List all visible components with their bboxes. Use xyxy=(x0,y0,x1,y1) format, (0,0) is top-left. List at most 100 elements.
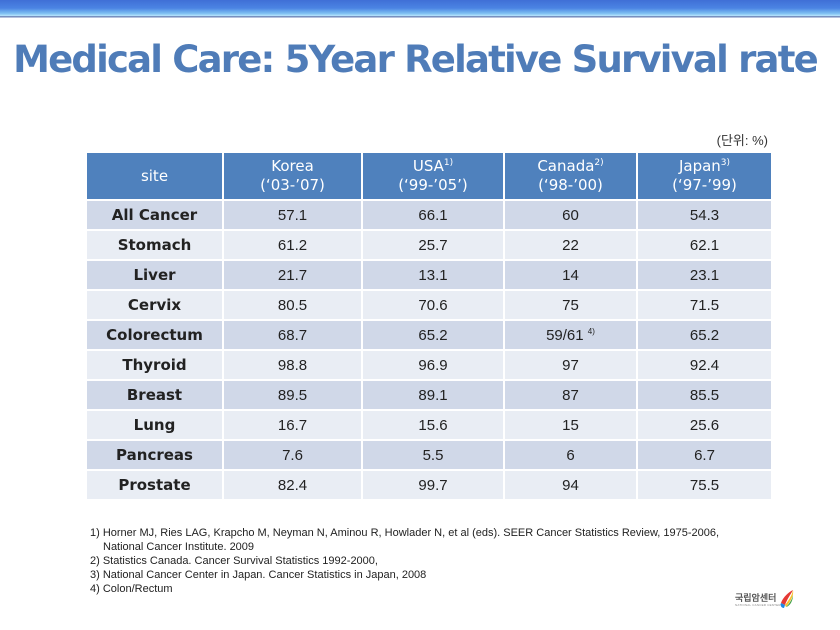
cell-usa: 70.6 xyxy=(361,289,505,321)
cell-canada: 87 xyxy=(503,379,638,411)
table-row: Breast 89.5 89.1 87 85.5 xyxy=(85,379,773,411)
header-canada: Canada2) (‘98-’00) xyxy=(503,151,638,201)
header-label: Canada xyxy=(537,157,595,175)
cell-value: 65.2 xyxy=(689,326,720,344)
cell-value: Colorectum xyxy=(106,326,203,344)
header-label: Japan xyxy=(678,157,721,175)
table-row: All Cancer 57.1 66.1 60 54.3 xyxy=(85,199,773,231)
footnote-1-cont: National Cancer Institute. 2009 xyxy=(103,541,255,553)
cell-value: 21.7 xyxy=(277,266,308,284)
cell-value: 97 xyxy=(562,356,579,374)
cell-japan: 71.5 xyxy=(636,289,773,321)
table-row: Stomach 61.2 25.7 22 62.1 xyxy=(85,229,773,261)
cell-value: 92.4 xyxy=(689,356,720,374)
table-row: Pancreas 7.6 5.5 6 6.7 xyxy=(85,439,773,471)
cell-japan: 75.5 xyxy=(636,469,773,501)
table-row: Cervix 80.5 70.6 75 71.5 xyxy=(85,289,773,321)
cell-japan: 23.1 xyxy=(636,259,773,291)
cell-value: 85.5 xyxy=(689,386,720,404)
logo-korean-text: 국립암센터 xyxy=(735,593,777,603)
cell-value: 15.6 xyxy=(418,416,448,434)
cell-japan: 54.3 xyxy=(636,199,773,231)
header-label: site xyxy=(140,166,169,185)
cell-usa: 65.2 xyxy=(361,319,505,351)
cell-value: 65.2 xyxy=(418,326,448,344)
cell-site: Stomach xyxy=(85,229,224,261)
logo: 국립암센터 NATIONAL CANCER CENTER xyxy=(735,590,797,611)
table-header-row: site Korea (‘03-’07) USA1) (‘99-’05’) Cana… xyxy=(85,151,773,201)
header-japan: Japan3) (‘97-’99) xyxy=(636,151,773,201)
cell-japan: 92.4 xyxy=(636,349,773,381)
cell-canada: 6 xyxy=(503,439,638,471)
header-period: (‘99-’05’) xyxy=(398,176,468,194)
cell-value: 96.9 xyxy=(418,356,448,374)
header-label: Korea xyxy=(271,157,314,175)
cell-value: 71.5 xyxy=(689,296,720,314)
cell-site: Thyroid xyxy=(85,349,224,381)
cell-canada: 14 xyxy=(503,259,638,291)
footnote-ref: 2) xyxy=(594,158,604,168)
cell-value: 75.5 xyxy=(689,476,720,494)
cell-value: 61.2 xyxy=(277,236,308,254)
header-period: (‘97-’99) xyxy=(672,176,737,194)
cell-canada: 22 xyxy=(503,229,638,261)
cell-value: 62.1 xyxy=(689,236,720,254)
cell-usa: 66.1 xyxy=(361,199,505,231)
cell-value: 89.5 xyxy=(277,386,308,404)
cell-usa: 89.1 xyxy=(361,379,505,411)
cell-value: 80.5 xyxy=(277,296,308,314)
header-korea: Korea (‘03-’07) xyxy=(222,151,363,201)
header-label: USA xyxy=(412,157,444,175)
cell-canada: 75 xyxy=(503,289,638,321)
cell-japan: 65.2 xyxy=(636,319,773,351)
cell-korea: 82.4 xyxy=(222,469,363,501)
cell-value: Lung xyxy=(133,416,176,434)
cell-site: Cervix xyxy=(85,289,224,321)
cell-site: All Cancer xyxy=(85,199,224,231)
cell-value: Pancreas xyxy=(116,446,193,464)
table-row: Liver 21.7 13.1 14 23.1 xyxy=(85,259,773,291)
cell-value: Prostate xyxy=(118,476,191,494)
unit-label: (단위: %) xyxy=(716,133,768,148)
cell-value: Liver xyxy=(133,266,176,284)
cell-usa: 15.6 xyxy=(361,409,505,441)
cell-value: 59/61 xyxy=(546,326,584,344)
cell-value: 6.7 xyxy=(694,446,715,464)
footnotes: 1) Horner MJ, Ries LAG, Krapcho M, Neyma… xyxy=(90,526,780,596)
cell-value: 70.6 xyxy=(418,296,448,314)
survival-table: site Korea (‘03-’07) USA1) (‘99-’05’) Cana… xyxy=(85,151,773,501)
cell-value: 60 xyxy=(562,206,579,224)
cell-value: 75 xyxy=(562,296,579,314)
cell-site: Prostate xyxy=(85,469,224,501)
header-period: (‘98-’00) xyxy=(538,176,603,194)
cell-korea: 68.7 xyxy=(222,319,363,351)
cell-korea: 89.5 xyxy=(222,379,363,411)
cell-value: 5.5 xyxy=(422,446,444,464)
footnote-4: 4) Colon/Rectum xyxy=(90,583,173,595)
header-usa: USA1) (‘99-’05’) xyxy=(361,151,505,201)
header-site: site xyxy=(85,151,224,201)
cell-usa: 96.9 xyxy=(361,349,505,381)
cell-value: 15 xyxy=(562,416,579,434)
table-row: Colorectum 68.7 65.2 59/61 4) 65.2 xyxy=(85,319,773,351)
page-title: Medical Care: 5Year Relative Survival ra… xyxy=(13,38,819,81)
cell-value: Stomach xyxy=(117,236,192,254)
footnote-3: 3) National Cancer Center in Japan. Canc… xyxy=(90,569,427,581)
cell-value: 25.6 xyxy=(689,416,720,434)
cell-usa: 13.1 xyxy=(361,259,505,291)
cell-value: 54.3 xyxy=(689,206,720,224)
cell-canada: 15 xyxy=(503,409,638,441)
cell-usa: 99.7 xyxy=(361,469,505,501)
cell-value: All Cancer xyxy=(111,206,198,224)
footnote-ref: 1) xyxy=(443,158,454,168)
cell-korea: 7.6 xyxy=(222,439,363,471)
logo-emblem-icon xyxy=(780,590,794,608)
cell-korea: 61.2 xyxy=(222,229,363,261)
table-row: Thyroid 98.8 96.9 97 92.4 xyxy=(85,349,773,381)
cell-value: 13.1 xyxy=(418,266,448,284)
cell-value: 57.1 xyxy=(277,206,308,224)
cell-value: 23.1 xyxy=(689,266,720,284)
cell-korea: 21.7 xyxy=(222,259,363,291)
cell-value: 89.1 xyxy=(418,386,448,404)
cell-site: Breast xyxy=(85,379,224,411)
